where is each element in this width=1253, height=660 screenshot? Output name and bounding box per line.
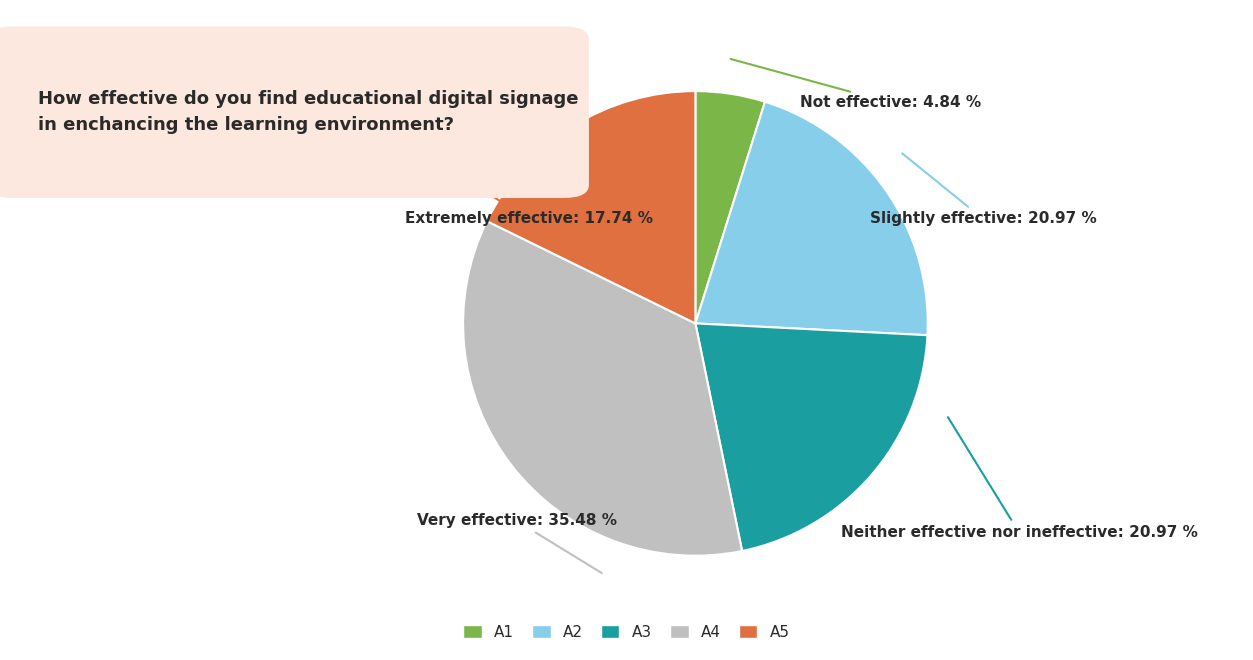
Text: Extremely effective: 17.74 %: Extremely effective: 17.74 % <box>405 183 653 226</box>
Text: Very effective: 35.48 %: Very effective: 35.48 % <box>417 513 616 573</box>
Text: How effective do you find educational digital signage
in enchancing the learning: How effective do you find educational di… <box>38 90 578 135</box>
Wedge shape <box>487 91 695 323</box>
Wedge shape <box>695 91 766 323</box>
Wedge shape <box>695 102 927 335</box>
Wedge shape <box>464 221 742 556</box>
Legend: A1, A2, A3, A4, A5: A1, A2, A3, A4, A5 <box>457 618 796 645</box>
Text: Neither effective nor ineffective: 20.97 %: Neither effective nor ineffective: 20.97… <box>841 417 1198 540</box>
Text: Slightly effective: 20.97 %: Slightly effective: 20.97 % <box>870 153 1096 226</box>
Text: Not effective: 4.84 %: Not effective: 4.84 % <box>730 59 981 110</box>
Wedge shape <box>695 323 927 551</box>
